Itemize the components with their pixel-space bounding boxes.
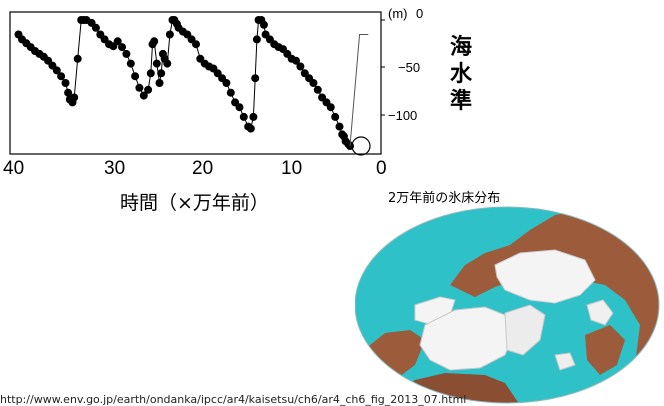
data-point — [313, 85, 322, 94]
y-axis-label: 海水準 — [449, 35, 472, 114]
data-point — [150, 37, 159, 46]
sea-level-chart: (m) 0 −50 −100 — [9, 6, 423, 156]
data-point — [135, 83, 144, 92]
data-point — [239, 112, 248, 121]
data-point — [122, 49, 131, 58]
data-point — [222, 79, 231, 87]
data-point — [326, 103, 335, 112]
data-point — [252, 35, 261, 44]
y-unit-label: (m) — [388, 6, 408, 21]
data-point — [146, 69, 155, 78]
data-point — [57, 72, 66, 81]
ice-sheet-center — [504, 304, 546, 356]
data-point — [73, 54, 82, 63]
data-point — [246, 124, 255, 133]
data-point — [144, 85, 153, 94]
highlight-circle — [351, 136, 371, 156]
data-point — [331, 112, 340, 121]
data-point — [165, 30, 174, 39]
data-point — [52, 66, 61, 75]
source-url: http://www.env.go.jp/earth/ondanka/ipcc/… — [0, 393, 467, 406]
data-point — [155, 79, 164, 87]
x-tick-label-0: 0 — [376, 158, 387, 179]
data-point — [157, 69, 166, 78]
y-tick-label-50: −50 — [398, 60, 420, 75]
data-point — [192, 40, 200, 49]
data-point — [235, 103, 244, 112]
plot-frame — [9, 11, 382, 155]
ice-sheet-map — [355, 206, 660, 404]
chart-marks — [14, 16, 369, 150]
data-point — [309, 79, 318, 87]
data-point — [152, 59, 161, 68]
data-point — [113, 37, 122, 46]
data-point — [70, 93, 79, 102]
land-eurasia — [450, 210, 659, 403]
x-tick-label-40: 40 — [3, 158, 25, 179]
data-point — [61, 79, 70, 87]
data-point — [139, 91, 148, 100]
data-point — [251, 74, 260, 83]
data-point — [259, 20, 268, 29]
data-point — [64, 88, 73, 97]
data-point — [126, 59, 135, 68]
ice-sheet-small — [554, 352, 576, 371]
data-point — [163, 59, 172, 68]
data-point — [296, 62, 305, 71]
data-point — [91, 23, 100, 32]
recent-rise-line — [349, 34, 369, 147]
x-axis-label: 時間（×万年前） — [120, 192, 269, 214]
y-tick-label-100: −100 — [388, 108, 417, 123]
y-tick-label-0: 0 — [416, 6, 423, 21]
x-tick-label-30: 30 — [104, 158, 126, 179]
ice-sheet-east — [586, 299, 614, 326]
map-border — [355, 206, 660, 404]
ice-sheet-north — [494, 249, 596, 304]
data-point — [118, 43, 126, 52]
map-title: 2万年前の氷床分布 — [388, 191, 501, 206]
x-tick-label-10: 10 — [281, 158, 303, 179]
data-point — [335, 122, 344, 131]
ice-sheet-greenland — [419, 306, 514, 371]
land-east-island — [585, 325, 625, 375]
data-point — [131, 72, 140, 81]
data-point — [226, 88, 235, 97]
data-point — [292, 56, 300, 65]
data-point — [249, 112, 258, 121]
x-tick-label-20: 20 — [192, 158, 214, 179]
